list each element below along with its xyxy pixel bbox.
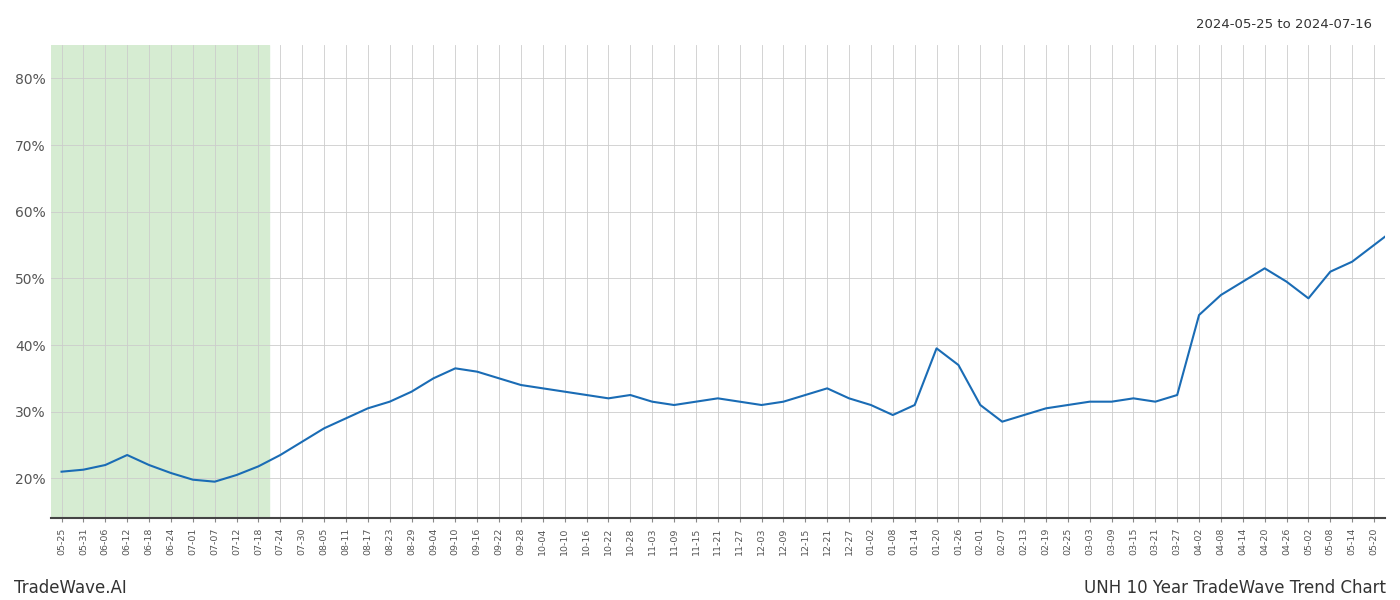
Text: 2024-05-25 to 2024-07-16: 2024-05-25 to 2024-07-16 [1196,18,1372,31]
Text: UNH 10 Year TradeWave Trend Chart: UNH 10 Year TradeWave Trend Chart [1084,579,1386,597]
Text: TradeWave.AI: TradeWave.AI [14,579,127,597]
Bar [50,45,269,518]
